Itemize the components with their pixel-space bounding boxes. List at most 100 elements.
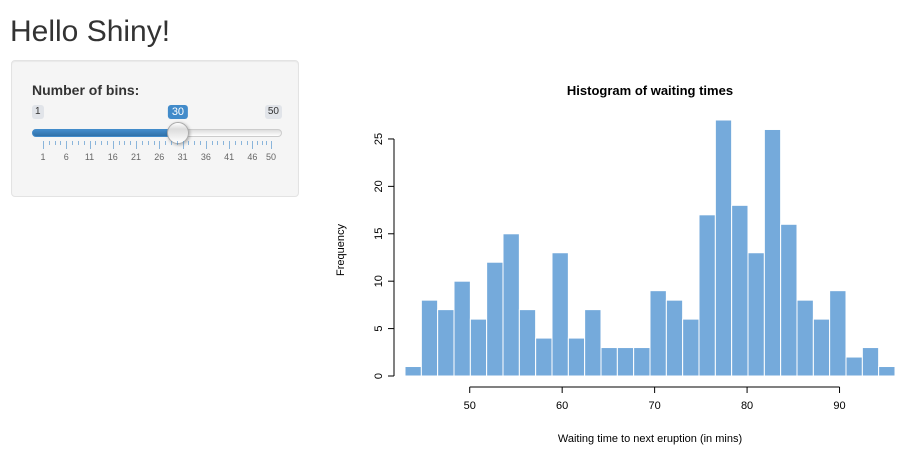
histogram-bar xyxy=(616,347,635,377)
histogram-bar xyxy=(796,299,814,377)
y-axis-tick-label: 5 xyxy=(373,326,385,332)
histogram-bar xyxy=(486,261,504,377)
slider-grid-major-tick xyxy=(66,141,68,149)
slider-grid-label: 21 xyxy=(131,152,142,162)
slider-grid-minor-tick xyxy=(72,141,74,145)
bins-slider[interactable]: 1 50 30 1 6 11 16 21 26 31 36 41 46 50 xyxy=(32,105,282,175)
bins-slider-label: Number of bins: xyxy=(32,82,140,98)
y-axis-tick-label: 15 xyxy=(373,228,385,240)
histogram-bar xyxy=(551,252,569,377)
histogram-bar xyxy=(845,356,863,377)
slider-grid-major-tick xyxy=(136,141,138,149)
slider-grid-minor-tick xyxy=(147,141,149,145)
histogram-bar xyxy=(420,299,439,377)
slider-grid-minor-tick xyxy=(194,141,196,145)
histogram-bar xyxy=(437,309,455,377)
slider-grid-minor-tick xyxy=(170,141,172,145)
slider-grid-minor-tick xyxy=(211,141,213,145)
histogram-bar xyxy=(518,309,537,377)
slider-grid-label: 1 xyxy=(40,152,46,162)
x-axis-tick-label: 90 xyxy=(833,400,845,412)
histogram-bar xyxy=(698,214,716,377)
slider-grid-minor-tick xyxy=(124,141,126,145)
slider-grid-minor-tick xyxy=(130,141,132,145)
histogram-bar xyxy=(731,204,749,377)
slider-grid-minor-tick xyxy=(153,141,155,145)
y-axis: 0 5 10 15 20 25 xyxy=(373,133,395,379)
slider-grid-minor-tick xyxy=(261,141,263,145)
histogram-bar xyxy=(829,290,847,377)
slider-grid-minor-tick xyxy=(106,141,108,145)
x-axis-tick-label: 70 xyxy=(648,400,660,412)
histogram-bar xyxy=(469,318,488,377)
y-axis-tick-label: 20 xyxy=(373,180,385,192)
slider-grid-minor-tick xyxy=(246,141,248,145)
slider-grid-label: 11 xyxy=(84,152,95,162)
histogram-bar xyxy=(714,119,733,377)
histogram-bars xyxy=(404,119,896,377)
slider-grid-minor-tick xyxy=(188,141,190,145)
slider-grid-minor-tick xyxy=(141,141,143,145)
histogram-bar xyxy=(812,318,831,377)
slider-grid-major-tick xyxy=(112,141,114,149)
y-axis-tick-label: 10 xyxy=(373,275,385,287)
slider-grid-major-tick xyxy=(229,141,231,149)
slider-grid-minor-tick xyxy=(83,141,85,145)
histogram-bar xyxy=(502,233,520,377)
histogram-bar xyxy=(535,337,553,377)
histogram-bar xyxy=(600,347,618,377)
slider-grid-label: 6 xyxy=(63,152,69,162)
x-axis: 50 60 70 80 90 xyxy=(464,386,846,412)
histogram-bar xyxy=(763,128,782,377)
histogram-bar xyxy=(665,299,684,377)
histogram-bar xyxy=(453,280,471,377)
slider-grid-label: 16 xyxy=(107,152,118,162)
chart-title: Histogram of waiting times xyxy=(567,83,733,98)
histogram-bar xyxy=(649,290,667,377)
x-axis-label: Waiting time to next eruption (in mins) xyxy=(558,433,742,445)
histogram-bar xyxy=(633,347,651,377)
y-axis-label: Frequency xyxy=(335,224,347,276)
histogram-bar xyxy=(682,318,700,377)
y-axis-tick-label: 0 xyxy=(373,373,385,379)
slider-grid-major-tick xyxy=(271,141,272,149)
histogram-chart: Histogram of waiting times Waiting time … xyxy=(335,83,896,445)
slider-grid-minor-tick xyxy=(101,141,103,145)
slider-grid-minor-tick xyxy=(240,141,242,145)
slider-grid-minor-tick xyxy=(165,141,167,145)
slider-value-label: 30 xyxy=(167,105,189,119)
slider-grid-major-tick xyxy=(182,141,184,149)
app-title: Hello Shiny! xyxy=(10,15,171,48)
y-axis-tick-label: 25 xyxy=(373,133,385,145)
slider-grid-minor-tick xyxy=(200,141,202,145)
slider-grid-label: 50 xyxy=(265,152,277,162)
histogram-bar xyxy=(861,347,880,377)
histogram-plot: Histogram of waiting times Waiting time … xyxy=(320,60,906,450)
slider-handle[interactable] xyxy=(166,122,189,144)
slider-grid-major-tick xyxy=(89,141,91,149)
slider-grid-major-tick xyxy=(252,141,254,149)
histogram-bar xyxy=(878,366,896,377)
slider-grid-minor-tick xyxy=(266,141,268,145)
slider-grid-minor-tick xyxy=(234,141,236,145)
x-axis-tick-label: 50 xyxy=(464,400,476,412)
slider-grid-minor-tick xyxy=(60,141,62,145)
slider-min-label: 1 xyxy=(32,105,44,119)
slider-grid-minor-tick xyxy=(257,141,259,145)
histogram-bar xyxy=(584,309,602,377)
slider-max-label: 50 xyxy=(264,105,282,119)
histogram-bar xyxy=(747,252,765,377)
x-axis-tick-label: 60 xyxy=(556,400,568,412)
sidebar-panel: Number of bins: 1 50 30 1 6 11 16 21 26 31 36 41… xyxy=(11,60,299,197)
slider-grid-major-tick xyxy=(43,141,44,149)
slider-grid-label: 31 xyxy=(177,152,188,162)
slider-grid-minor-tick xyxy=(223,141,225,145)
slider-grid-label: 26 xyxy=(154,152,165,162)
slider-grid-minor-tick xyxy=(176,141,178,145)
slider-grid-major-tick xyxy=(159,141,161,149)
slider-grid-minor-tick xyxy=(48,141,50,145)
slider-grid-label: 36 xyxy=(200,152,211,162)
histogram-bar xyxy=(780,223,798,377)
slider-grid-minor-tick xyxy=(95,141,97,145)
